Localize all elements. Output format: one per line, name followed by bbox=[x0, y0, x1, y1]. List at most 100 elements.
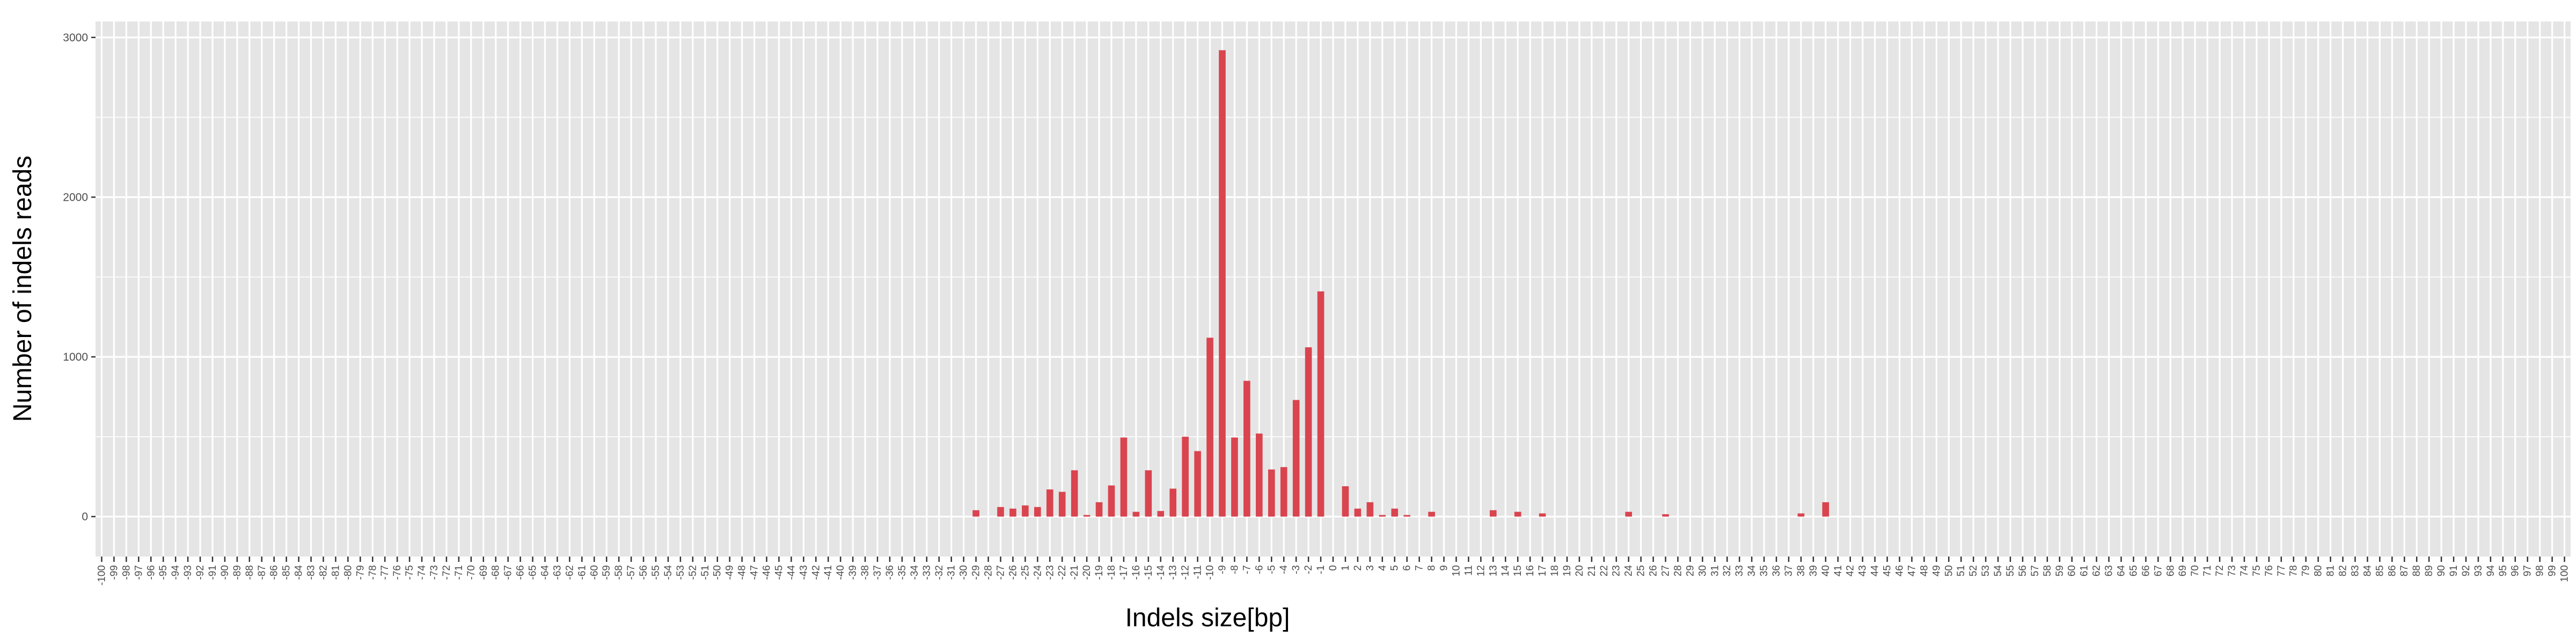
y-tick-label: 1000 bbox=[63, 351, 88, 363]
x-tick-label: -13 bbox=[1168, 565, 1179, 580]
x-tick-label: 78 bbox=[2288, 565, 2300, 576]
x-tick-label: 26 bbox=[1648, 565, 1659, 576]
bar: 3: 90 bbox=[1366, 502, 1374, 517]
x-tick-label: 93 bbox=[2473, 565, 2484, 576]
x-tick-label: 85 bbox=[2374, 565, 2385, 576]
x-tick-label: -37 bbox=[872, 565, 883, 580]
x-tick-label: -80 bbox=[342, 565, 354, 580]
x-tick-label: 34 bbox=[1746, 565, 1758, 577]
x-tick-label: 53 bbox=[1980, 565, 1992, 576]
x-tick-label: 7 bbox=[1414, 565, 1425, 571]
x-tick-label: -35 bbox=[897, 565, 908, 580]
x-tick-label: 77 bbox=[2276, 565, 2287, 576]
x-tick-label: -32 bbox=[934, 565, 945, 580]
x-tick-label: 31 bbox=[1709, 565, 1721, 576]
bar: 8: 30 bbox=[1428, 511, 1435, 517]
x-tick-label: 94 bbox=[2485, 565, 2497, 577]
x-tick-label: 68 bbox=[2165, 565, 2176, 576]
x-tick-label: -1 bbox=[1315, 565, 1327, 574]
x-tick-label: -94 bbox=[170, 565, 181, 580]
bar: 4: 10 bbox=[1379, 515, 1386, 517]
x-tick-label: 82 bbox=[2338, 565, 2349, 576]
bar: -11: 410 bbox=[1194, 451, 1201, 517]
x-tick-label: 76 bbox=[2264, 565, 2275, 576]
y-tick-label: 3000 bbox=[63, 32, 88, 44]
x-tick-label: 57 bbox=[2030, 565, 2041, 576]
x-tick-label: -57 bbox=[626, 565, 637, 580]
x-tick-label: -99 bbox=[108, 565, 120, 580]
x-tick-label: -51 bbox=[700, 565, 711, 580]
x-tick-label: -20 bbox=[1081, 565, 1093, 580]
x-tick-label: 90 bbox=[2436, 565, 2447, 576]
x-tick-label: 99 bbox=[2547, 565, 2558, 576]
y-axis-title: Number of indels reads bbox=[9, 156, 37, 422]
x-tick-label: 75 bbox=[2251, 565, 2263, 576]
x-tick-label: -86 bbox=[269, 565, 280, 580]
x-tick-label: -92 bbox=[195, 565, 206, 580]
bar: -29: 40 bbox=[972, 510, 979, 517]
bar: -26: 50 bbox=[1009, 508, 1016, 517]
x-tick-label: -79 bbox=[355, 565, 366, 580]
x-tick-label: 81 bbox=[2325, 565, 2337, 576]
x-tick-label: -66 bbox=[515, 565, 526, 580]
x-tick-label: -18 bbox=[1106, 565, 1117, 580]
x-tick-label: 71 bbox=[2202, 565, 2213, 576]
x-tick-label: -74 bbox=[416, 565, 428, 580]
x-tick-label: 98 bbox=[2535, 565, 2546, 576]
x-tick-label: 69 bbox=[2177, 565, 2189, 576]
x-tick-label: -58 bbox=[613, 565, 625, 580]
x-tick-label: -90 bbox=[219, 565, 231, 580]
bar: 1: 190 bbox=[1342, 486, 1349, 517]
bar: -3: 730 bbox=[1292, 400, 1300, 517]
x-tick-label: -21 bbox=[1069, 565, 1080, 580]
x-tick-label: 17 bbox=[1537, 565, 1548, 576]
x-tick-label: 91 bbox=[2448, 565, 2460, 576]
x-tick-label: 36 bbox=[1771, 565, 1782, 576]
x-tick-label: 24 bbox=[1623, 565, 1635, 577]
x-tick-label: -6 bbox=[1254, 565, 1265, 574]
bar: -24: 60 bbox=[1034, 507, 1041, 517]
x-tick-label: -49 bbox=[724, 565, 736, 580]
x-tick-label: 33 bbox=[1734, 565, 1745, 576]
x-tick-label: 48 bbox=[1919, 565, 1930, 576]
x-tick-label: -34 bbox=[909, 565, 920, 580]
x-axis-title: Indels size[bp] bbox=[1125, 604, 1290, 632]
x-tick-label: 35 bbox=[1759, 565, 1770, 576]
x-tick-label: 46 bbox=[1894, 565, 1905, 576]
bar: -1: 1410 bbox=[1317, 291, 1324, 517]
x-tick-label: 42 bbox=[1845, 565, 1856, 576]
x-tick-label: -68 bbox=[491, 565, 502, 580]
x-tick-label: -39 bbox=[847, 565, 859, 580]
x-tick-label: 28 bbox=[1672, 565, 1684, 576]
x-tick-label: -82 bbox=[318, 565, 329, 580]
x-tick-label: -2 bbox=[1303, 565, 1314, 574]
x-axis: -100 -99 -98 -97 -96 -95 -94 -93 -92 -91 -90 -89 -88… bbox=[96, 557, 2571, 586]
bar: -5: 295 bbox=[1268, 469, 1275, 517]
x-tick-label: -15 bbox=[1143, 565, 1154, 580]
bar: -15: 290 bbox=[1145, 470, 1152, 517]
x-tick-label: -4 bbox=[1278, 565, 1290, 574]
x-tick-label: 40 bbox=[1820, 565, 1832, 576]
x-tick-label: -54 bbox=[663, 565, 674, 580]
x-tick-label: -46 bbox=[762, 565, 773, 580]
x-tick-label: -29 bbox=[971, 565, 982, 580]
x-tick-label: -63 bbox=[552, 565, 563, 580]
x-tick-label: 32 bbox=[1722, 565, 1733, 576]
x-tick-label: -7 bbox=[1241, 565, 1253, 574]
x-tick-label: -24 bbox=[1032, 565, 1043, 580]
x-tick-label: -38 bbox=[860, 565, 871, 580]
bar: -14: 35 bbox=[1157, 511, 1165, 517]
x-tick-label: 39 bbox=[1808, 565, 1819, 576]
x-tick-label: 67 bbox=[2153, 565, 2164, 576]
x-tick-label: -22 bbox=[1057, 565, 1068, 580]
x-tick-label: -27 bbox=[995, 565, 1006, 580]
x-tick-label: 72 bbox=[2214, 565, 2226, 576]
x-tick-label: 6 bbox=[1402, 565, 1413, 571]
x-tick-label: 12 bbox=[1475, 565, 1487, 576]
bar: 40: 90 bbox=[1822, 502, 1829, 517]
x-tick-label: 20 bbox=[1574, 565, 1585, 576]
bar: -25: 70 bbox=[1022, 505, 1029, 517]
x-tick-label: -98 bbox=[121, 565, 132, 580]
x-tick-label: 97 bbox=[2522, 565, 2534, 576]
